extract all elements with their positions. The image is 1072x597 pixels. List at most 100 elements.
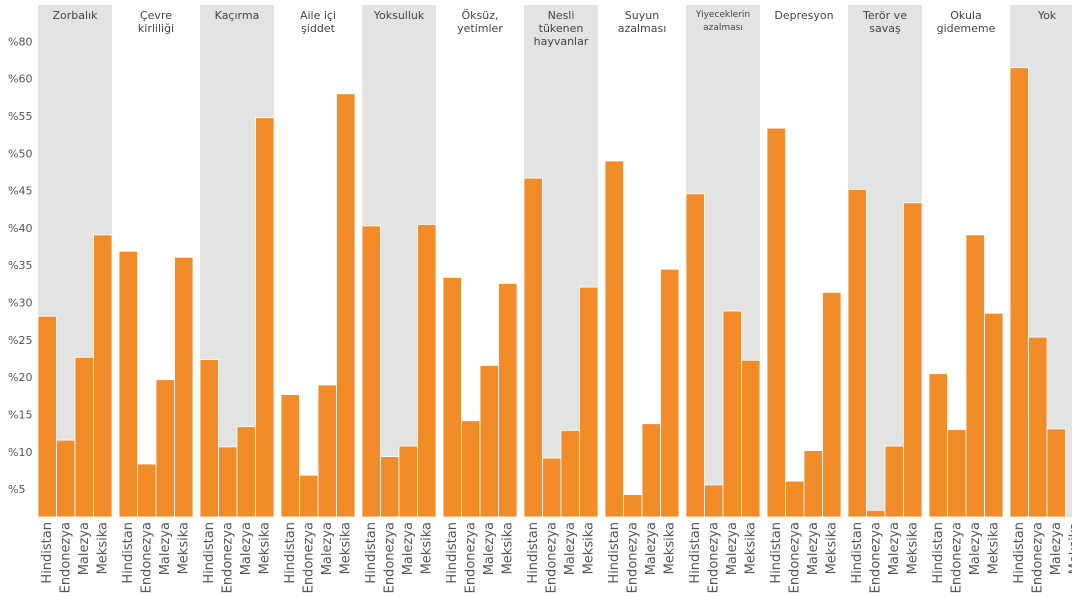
bar	[1028, 336, 1048, 518]
x-tick-label: Endonezya	[139, 522, 154, 593]
x-tick-label: Hindistan	[769, 522, 784, 584]
x-tick-label: Meksika	[662, 522, 677, 574]
y-tick-label: %60	[8, 73, 32, 86]
x-tick-label: Malezya	[968, 522, 983, 575]
x-tick-label: Meksika	[176, 522, 191, 574]
x-tick-label: Hindistan	[364, 522, 379, 584]
x-tick-label: Endonezya	[220, 522, 235, 593]
x-tick-label: Malezya	[158, 522, 173, 575]
bar	[236, 426, 256, 518]
x-tick-label: Endonezya	[949, 522, 964, 593]
y-tick-label: %20	[8, 371, 32, 384]
bar	[766, 127, 786, 518]
bar	[417, 224, 437, 518]
y-tick-label: %25	[8, 334, 32, 347]
x-tick-label: Malezya	[239, 522, 254, 575]
bar	[884, 445, 904, 518]
bar	[93, 234, 113, 518]
x-tick-label: Malezya	[563, 522, 578, 575]
x-tick-label: Hindistan	[445, 522, 460, 584]
bar	[660, 268, 680, 518]
panel-title: Suyun azalması	[617, 9, 667, 35]
y-tick-label: %80	[8, 35, 32, 48]
x-tick-label: Malezya	[1049, 522, 1064, 575]
x-tick-label: Hindistan	[202, 522, 217, 584]
bar	[641, 423, 661, 518]
bar	[785, 480, 805, 518]
bar	[704, 484, 724, 518]
bar	[380, 456, 400, 518]
x-tick-label: Endonezya	[1030, 522, 1045, 593]
panel-title: Depresyon	[774, 9, 834, 22]
x-tick-label: Hindistan	[607, 522, 622, 584]
x-tick-label: Meksika	[1067, 522, 1072, 574]
y-tick-label: %10	[8, 446, 32, 459]
x-tick-label: Meksika	[986, 522, 1001, 574]
x-tick-label: Malezya	[401, 522, 416, 575]
x-tick-label: Hindistan	[850, 522, 865, 584]
x-tick-label: Endonezya	[58, 522, 73, 593]
bar	[965, 234, 985, 518]
bar	[336, 93, 356, 518]
x-tick-label: Malezya	[725, 522, 740, 575]
y-tick-label: %55	[8, 110, 32, 123]
bar	[685, 193, 705, 518]
x-tick-label: Hindistan	[121, 522, 136, 584]
y-tick-label: %40	[8, 222, 32, 235]
panel-title: Yiyeceklerin azalması	[695, 10, 751, 33]
bar	[218, 446, 238, 518]
panel-title: Kaçırma	[214, 9, 260, 22]
bar	[579, 286, 599, 518]
x-tick-label: Meksika	[743, 522, 758, 574]
x-tick-label: Meksika	[905, 522, 920, 574]
y-tick-label: %45	[8, 185, 32, 198]
bar	[903, 202, 923, 518]
x-tick-label: Endonezya	[868, 522, 883, 593]
x-tick-label: Meksika	[419, 522, 434, 574]
y-tick-label: %5	[8, 483, 25, 496]
x-tick-label: Meksika	[257, 522, 272, 574]
bar	[461, 420, 481, 518]
x-tick-label: Meksika	[95, 522, 110, 574]
bar	[604, 160, 624, 518]
panel-title: Zorbalık	[52, 9, 98, 22]
x-tick-label: Hindistan	[526, 522, 541, 584]
bar	[822, 291, 842, 518]
x-tick-label: Malezya	[887, 522, 902, 575]
bar	[498, 282, 518, 518]
x-tick-label: Meksika	[581, 522, 596, 574]
x-tick-label: Malezya	[806, 522, 821, 575]
x-tick-label: Endonezya	[787, 522, 802, 593]
bar	[174, 256, 194, 518]
bar	[847, 188, 867, 518]
bar	[317, 384, 337, 518]
bar	[199, 359, 219, 518]
bar	[947, 429, 967, 518]
x-tick-label: Hindistan	[931, 522, 946, 584]
bar	[523, 177, 543, 518]
panel-title: Okula gidememe	[936, 9, 996, 35]
bar	[56, 439, 76, 518]
bar	[299, 474, 319, 518]
bar	[1009, 67, 1029, 518]
x-tick-label: Meksika	[338, 522, 353, 574]
bar	[542, 457, 562, 518]
panel-title: Terör ve savaş	[863, 9, 907, 35]
y-tick-label: %50	[8, 147, 32, 160]
bar	[37, 315, 57, 518]
x-tick-label: Malezya	[644, 522, 659, 575]
x-tick-label: Hindistan	[688, 522, 703, 584]
y-tick-label: %35	[8, 259, 32, 272]
x-tick-label: Endonezya	[463, 522, 478, 593]
x-tick-label: Endonezya	[382, 522, 397, 593]
x-tick-label: Endonezya	[706, 522, 721, 593]
bar	[280, 394, 300, 518]
bar	[398, 445, 418, 518]
bar	[1046, 428, 1066, 518]
x-tick-label: Endonezya	[625, 522, 640, 593]
bar	[741, 359, 761, 518]
panel-title: Yoksulluk	[373, 9, 425, 22]
x-tick-label: Malezya	[77, 522, 92, 575]
y-tick-label: %15	[8, 408, 32, 421]
